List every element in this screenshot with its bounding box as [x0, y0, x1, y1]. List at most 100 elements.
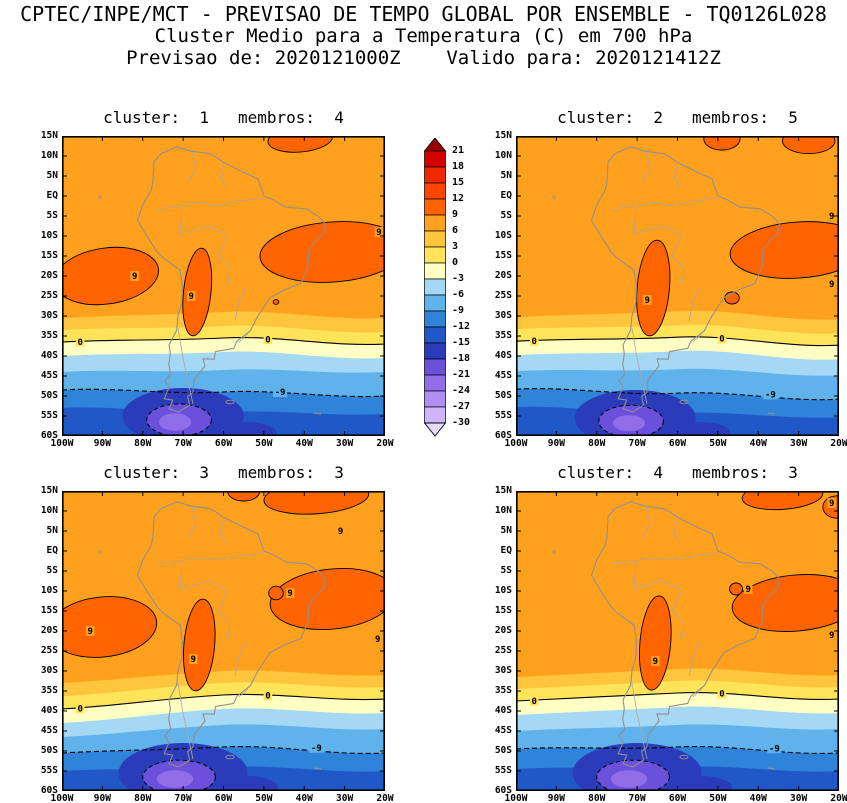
contour-label-bg — [309, 742, 324, 753]
lat-tick-label: 35S — [494, 685, 512, 696]
contour-label: 9 — [132, 272, 137, 282]
contour-label: 9 — [645, 296, 650, 306]
contour-label: 9 — [745, 585, 750, 595]
lon-tick-label: 50W — [709, 438, 727, 449]
warm-region-9-12C — [729, 221, 847, 279]
country-border — [688, 285, 701, 322]
contour-line-neg9 — [515, 388, 840, 401]
country-border — [671, 589, 683, 612]
contour-label-bg — [336, 526, 345, 536]
country-border — [186, 151, 197, 184]
lat-tick-label: 40S — [40, 705, 58, 716]
contour-label-bg — [75, 336, 85, 347]
lat-tick-label: 60S — [40, 785, 58, 796]
lon-tick-label: 40W — [295, 793, 313, 803]
panel-title: cluster: 3 membros: 3 — [103, 463, 344, 482]
country-border — [177, 682, 194, 760]
map-frame — [62, 491, 385, 791]
contour-label-bg — [188, 654, 198, 664]
lon-tick-label: 100W — [504, 438, 528, 449]
contour-label-bg — [743, 584, 753, 594]
country-border — [633, 580, 683, 591]
island-galapagos — [552, 195, 556, 199]
lat-tick-label: 10N — [494, 150, 512, 161]
colorbar-tick-label: -18 — [452, 353, 471, 364]
lat-tick-label: 5S — [46, 565, 58, 576]
colorbar-tick-label: 18 — [452, 161, 465, 172]
country-border — [631, 327, 648, 405]
colorbar-tick-label: -3 — [452, 273, 465, 284]
lat-tick-label: 25S — [494, 290, 512, 301]
lat-tick-label: 30S — [494, 665, 512, 676]
contour-label-bg — [75, 703, 85, 714]
lat-tick-label: 10N — [40, 150, 58, 161]
map-svg: 0 0 -9 9 9 9 9 9 — [47, 479, 396, 803]
contour-label-bg — [272, 387, 288, 397]
colorbar-tick-label: 21 — [452, 145, 465, 156]
colorbar-tick-label: -12 — [452, 321, 471, 332]
lon-tick-label: 100W — [50, 793, 74, 803]
country-border — [640, 151, 651, 184]
colorbar-arrow-bottom — [423, 422, 447, 437]
map-svg: 0 0 -9 9 9 9 — [515, 127, 847, 446]
warm-region-9-12C — [182, 247, 213, 337]
contour-label-bg — [285, 588, 295, 598]
colorbar-segment — [424, 182, 446, 200]
lat-tick-label: EQ — [46, 190, 58, 201]
coastline-south-america — [136, 501, 326, 768]
lon-tick-label: 20W — [376, 793, 394, 803]
lat-tick-label: 15N — [40, 485, 58, 496]
island-falklands — [225, 754, 235, 760]
lat-tick-label: EQ — [46, 545, 58, 556]
colorbar-segment — [424, 390, 446, 408]
lon-tick-label: 90W — [547, 793, 565, 803]
lon-tick-label: 20W — [376, 438, 394, 449]
lat-tick-label: EQ — [500, 545, 512, 556]
lat-tick-label: 40S — [40, 350, 58, 361]
contour-label: 9 — [88, 627, 93, 637]
contour-label: 9 — [375, 635, 380, 645]
contour-line-neg9 — [61, 746, 386, 754]
island-falklands — [225, 399, 235, 405]
colorbar-tick-label: 6 — [452, 225, 459, 236]
colorbar-segment — [424, 262, 446, 280]
lat-tick-label: 5S — [500, 210, 512, 221]
forecast-valid-times: Previsao de: 2020121000Z Valido para: 20… — [126, 47, 721, 69]
contour-label: 0 — [265, 335, 270, 345]
country-border — [234, 285, 247, 322]
country-border — [179, 562, 183, 590]
country-border — [673, 162, 681, 189]
contour-label-bg — [827, 498, 837, 508]
map-frame — [516, 491, 839, 791]
panel-title: cluster: 1 membros: 4 — [103, 108, 344, 127]
contour-label-bg — [529, 695, 539, 706]
colorbar-tick-label: 12 — [452, 193, 465, 204]
map-cluster-1: 0 0 -9 9 9 9 — [53, 125, 406, 444]
contour-label: -9 — [311, 744, 322, 754]
colorbar-tick-label: -24 — [452, 385, 471, 396]
cold-core--21 — [156, 770, 194, 788]
lat-tick-label: 45S — [494, 370, 512, 381]
country-border — [217, 234, 229, 257]
contour-label: 0 — [77, 704, 82, 714]
lon-tick-label: 100W — [50, 438, 74, 449]
colorbar-tick-label: 3 — [452, 241, 459, 252]
country-border — [217, 589, 229, 612]
lat-tick-label: 10S — [40, 230, 58, 241]
colorbar-tick-label: 9 — [452, 209, 459, 220]
panel-cluster-4: cluster: 4 membros: 3 0 0 -9 9 9 9 9 15N 10N 5N E… — [486, 463, 847, 803]
country-border — [611, 552, 719, 565]
lat-tick-label: 5N — [46, 525, 58, 536]
contour-label-bg — [130, 271, 139, 281]
lat-tick-label: 30S — [40, 310, 58, 321]
country-border — [631, 682, 648, 760]
colorbar: 21 18 15 12 9 6 3 0 -3 -6 -9 -12 -15 -18 -21 -24 -27 -30 — [423, 137, 496, 440]
warm-region-9-12C — [268, 585, 284, 601]
colorbar-segment — [424, 358, 446, 376]
country-border — [186, 506, 197, 539]
country-border — [217, 255, 231, 285]
country-border — [157, 197, 265, 210]
contour-label-bg — [373, 634, 383, 644]
lat-tick-label: 45S — [40, 725, 58, 736]
contour-label-bg — [642, 295, 652, 305]
